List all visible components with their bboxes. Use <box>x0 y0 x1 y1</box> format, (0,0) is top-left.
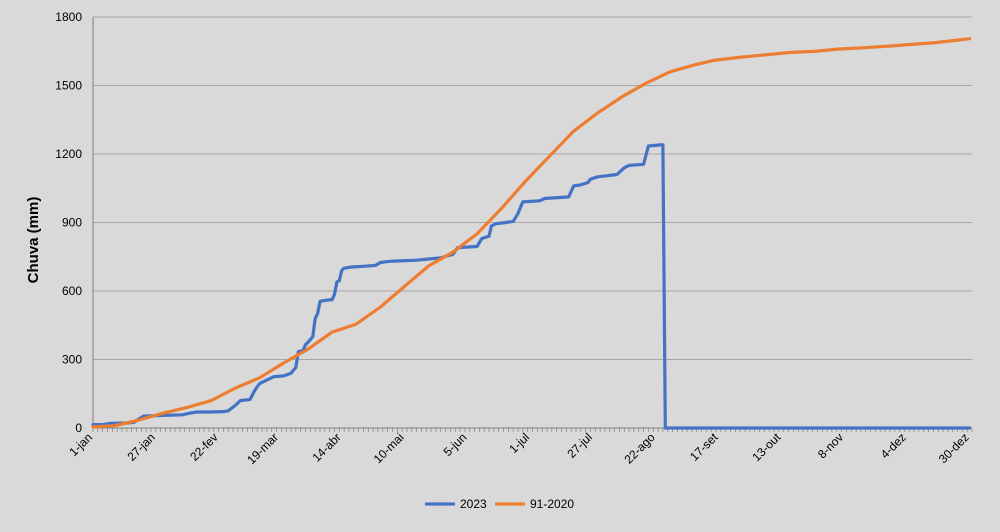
axis-layer: 0 300 600 900 1200 1500 1800 1-jan 27-jan 22-fev 1… <box>55 10 973 467</box>
legend-label-1: 91-2020 <box>530 497 574 511</box>
x-tick-label: 30-dez <box>936 430 972 466</box>
y-tick-label: 1800 <box>55 10 82 24</box>
x-tick-label: 13-out <box>749 430 783 464</box>
y-tick-label: 600 <box>62 284 82 298</box>
x-tick-label: 17-set <box>687 430 721 464</box>
x-tick-label: 4-dez <box>878 430 909 461</box>
x-tick-label: 5-jun <box>441 430 470 459</box>
x-tick-label: 10-mai <box>371 430 407 466</box>
y-axis-title: Chuva (mm) <box>25 197 42 284</box>
series-line-0 <box>91 143 972 430</box>
x-tick-label: 1-jul <box>506 430 532 456</box>
y-tick-label: 1200 <box>55 147 82 161</box>
grid-layer <box>93 16 972 360</box>
x-tick-label: 27-jan <box>124 430 157 463</box>
legend: 2023 91-2020 <box>425 497 574 511</box>
x-tick-label: 14-abr <box>309 430 343 464</box>
legend-label-0: 2023 <box>460 497 487 511</box>
y-tick-label: 1500 <box>55 79 82 93</box>
series-layer <box>91 37 972 430</box>
x-tick-label: 19-mar <box>244 430 281 467</box>
x-tick-label: 8-nov <box>815 430 846 461</box>
x-tick-label: 1-jan <box>66 430 95 459</box>
series-line-1 <box>91 37 972 429</box>
x-tick-label: 27-jul <box>564 430 595 461</box>
y-tick-label: 900 <box>62 216 82 230</box>
y-tick-label: 300 <box>62 353 82 367</box>
x-tick-label: 22-fev <box>187 430 220 463</box>
y-tick-label: 0 <box>75 421 82 435</box>
x-tick-label: 22-ago <box>621 430 658 467</box>
